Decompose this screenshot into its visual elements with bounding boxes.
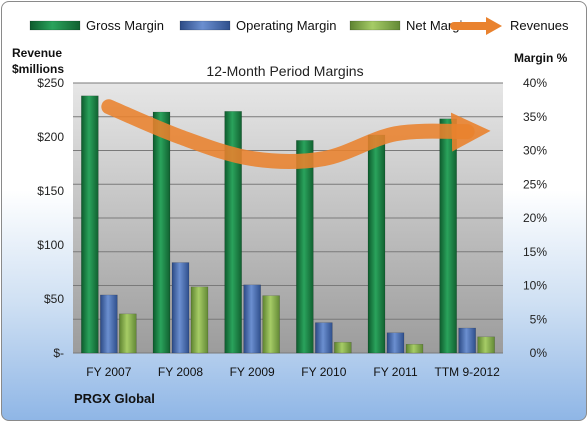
left-tick-label: $- [53,346,64,360]
operating-margin-bar [243,284,261,354]
left-tick-label: $250 [37,76,64,90]
legend-label: Revenues [510,18,569,33]
chart-title: 12-Month Period Margins [206,63,363,79]
revenue-line-group [101,99,491,169]
operating-margin-bar [386,332,405,354]
legend-label: Gross Margin [86,18,164,33]
net-margin-bar [477,336,495,354]
gross-margin-bar [152,111,171,354]
right-axis-label: Margin % [514,51,568,65]
left-tick-label: $200 [37,130,64,144]
right-tick-label: 10% [523,279,547,293]
footer-label: PRGX Global [74,391,155,406]
gross-margin-bar [224,111,242,354]
right-tick-label: 5% [530,312,548,326]
category-label: FY 2010 [301,365,346,379]
legend: Gross Margin Operating Margin Net Margin Re… [29,17,569,35]
category-label: FY 2009 [230,365,275,379]
category-labels: FY 2007 FY 2008 FY 2009 FY 2010 FY 2011 TTM 9… [86,365,500,379]
left-axis-label-line1: Revenue [12,46,62,60]
gross-margin-bar [81,95,99,354]
operating-margin-bar [171,262,190,354]
left-tick-label: $150 [37,184,64,198]
revenues-line [101,99,491,169]
operating-margin-bar [315,322,333,354]
right-tick-label: 20% [523,211,547,225]
left-tick-label: $50 [44,292,64,306]
right-tick-label: 15% [523,245,547,259]
gross-margin-bar [439,118,457,354]
category-label: FY 2008 [158,365,203,379]
net-margin-bar [262,295,280,354]
legend-swatch-gross-margin [29,20,81,31]
left-tick-label: $100 [37,238,64,252]
net-margin-bar [119,313,137,354]
operating-margin-bar [100,294,118,354]
right-tick-label: 25% [523,177,547,191]
right-axis-ticks: 0% 5% 10% 15% 20% 25% 30% 35% 40% [523,76,547,360]
operating-margin-bar [458,327,476,354]
right-tick-label: 40% [523,76,547,90]
legend-swatch-operating-margin [179,20,231,31]
legend-arrow-icon [486,17,502,35]
bars [81,95,495,354]
category-label: FY 2007 [86,365,131,379]
legend-label: Operating Margin [236,18,336,33]
right-tick-label: 0% [530,346,548,360]
category-label: TTM 9-2012 [434,365,500,379]
legend-swatch-net-margin [349,20,401,31]
category-label: FY 2011 [373,365,418,379]
net-margin-bar [190,286,209,354]
left-axis-label-line2: $millions [12,62,64,76]
net-margin-bar [334,341,352,354]
right-tick-label: 35% [523,110,547,124]
net-margin-bar [405,343,424,354]
left-axis-ticks: $- $50 $100 $150 $200 $250 [37,76,64,360]
gross-margin-bar [367,134,386,354]
right-tick-label: 30% [523,144,547,158]
gross-margin-bar [296,140,314,354]
